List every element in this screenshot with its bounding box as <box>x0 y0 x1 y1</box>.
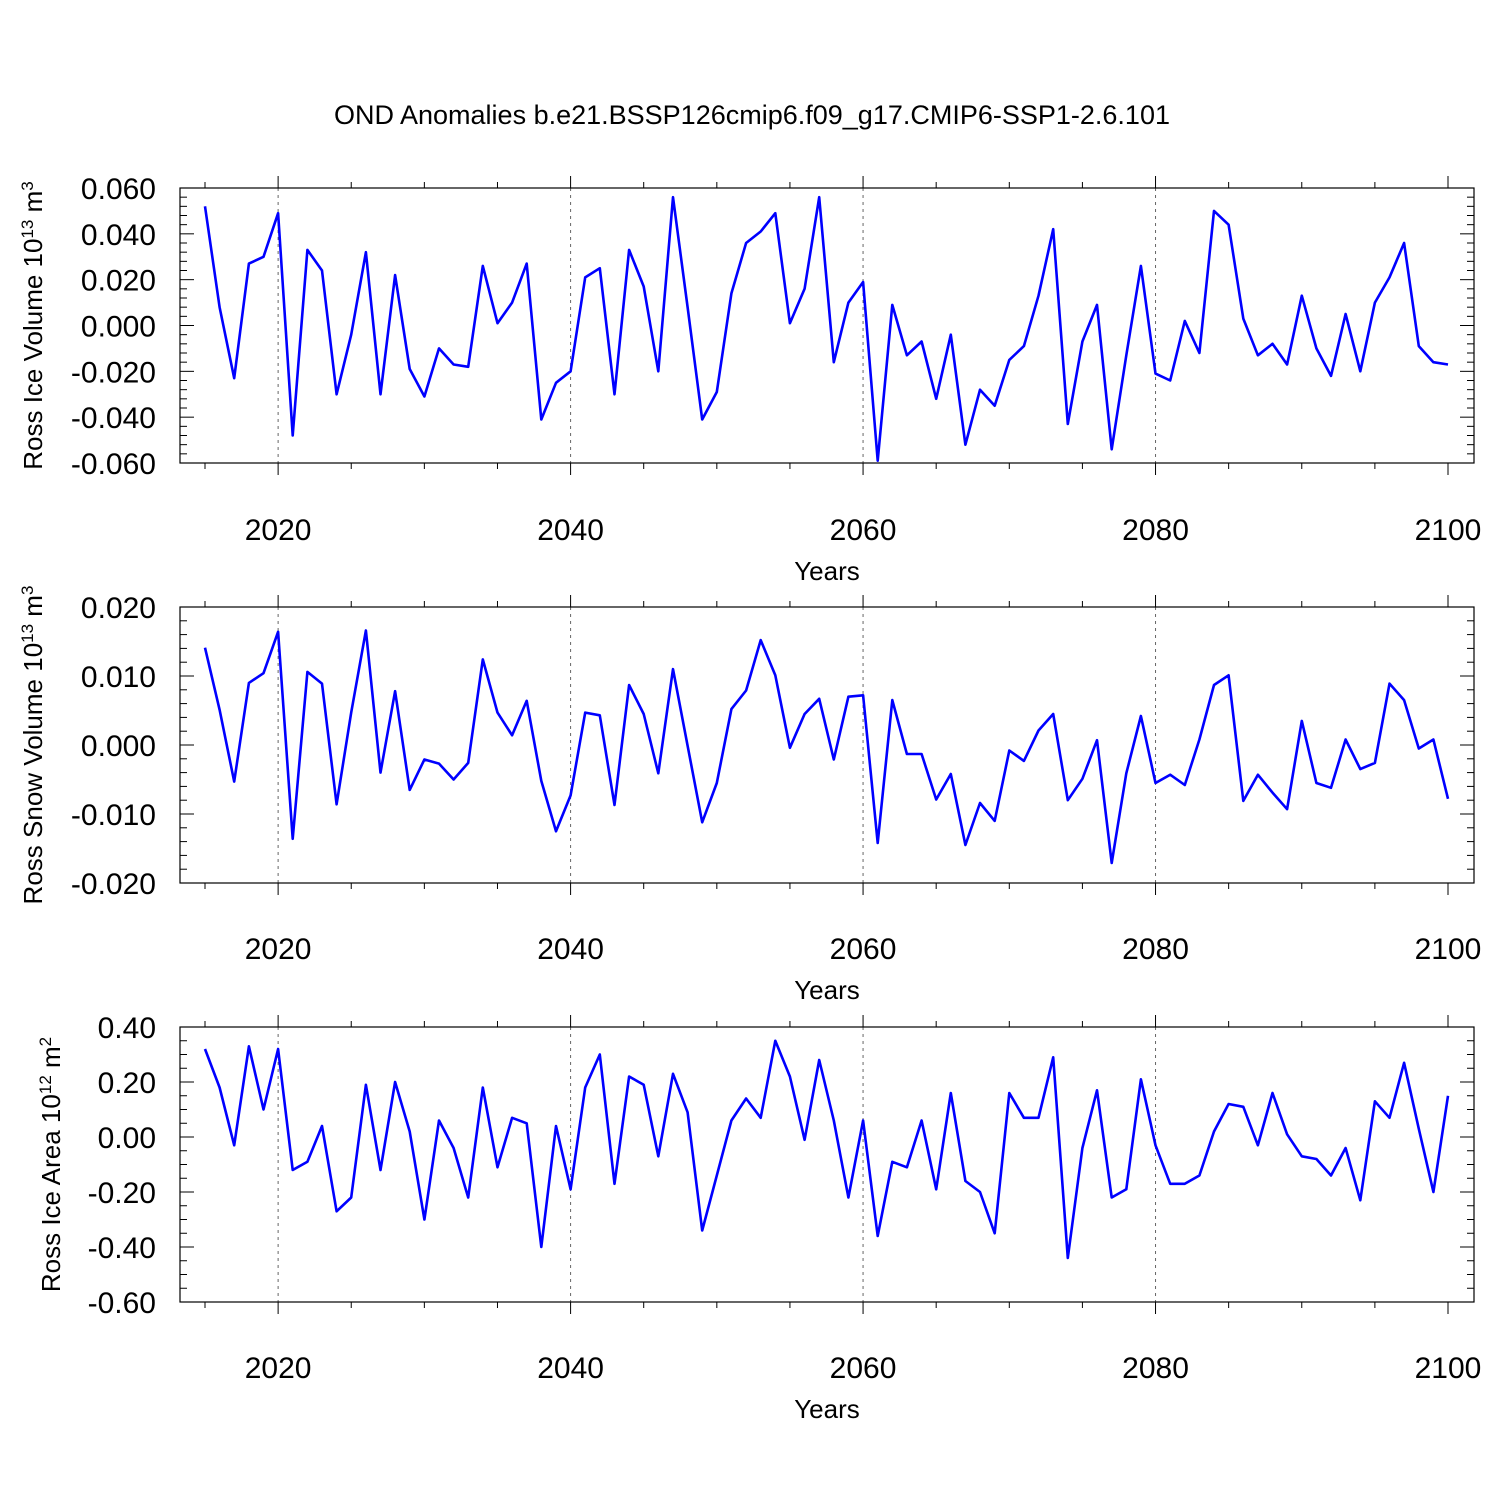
y-tick-label: 0.010 <box>81 661 156 694</box>
y-tick-label: 0.020 <box>81 265 156 298</box>
x-tick-label: 2060 <box>830 514 897 547</box>
y-tick-label: 0.020 <box>81 592 156 625</box>
y-tick-label: 0.40 <box>98 1012 156 1045</box>
y-axis-title-part: m <box>18 191 48 220</box>
y-tick-label: -0.20 <box>88 1177 156 1210</box>
y-tick-label: -0.060 <box>71 448 156 481</box>
y-axis-title-part: m <box>36 1046 66 1075</box>
series-line <box>203 629 1450 865</box>
x-tick-label: 2020 <box>245 514 312 547</box>
x-tick-label: 2100 <box>1415 514 1482 547</box>
y-tick-label: -0.020 <box>71 868 156 901</box>
x-tick-label: 2060 <box>830 933 897 966</box>
y-tick-label: 0.000 <box>81 730 156 763</box>
series-line <box>203 195 1449 463</box>
y-axis-title-part: m <box>18 595 48 624</box>
x-tick-label: 2040 <box>537 933 604 966</box>
y-tick-label: 0.00 <box>98 1122 156 1155</box>
x-axis-title: Years <box>794 1394 860 1424</box>
y-tick-label: -0.010 <box>71 799 156 832</box>
x-tick-label: 2060 <box>830 1352 897 1385</box>
y-axis-title-part: Ross Snow Volume 10 <box>18 643 48 905</box>
series-line <box>203 1039 1450 1260</box>
y-tick-label: 0.060 <box>81 173 156 206</box>
y-axis-title-part: Ross Ice Area 10 <box>36 1094 66 1292</box>
y-axis-title: Ross Ice Area 1012 m2 <box>36 1037 67 1292</box>
y-tick-label: 0.000 <box>81 311 156 344</box>
y-tick-label: 0.20 <box>98 1067 156 1100</box>
x-tick-label: 2080 <box>1122 933 1189 966</box>
plot-frame <box>179 606 1475 884</box>
panel-2: -0.020 -0.010 0.000 0.010 0.020 2020 2040 2060 2… <box>18 586 1482 1005</box>
y-axis-title-superscript: 3 <box>18 181 37 190</box>
x-tick-label: 2080 <box>1122 514 1189 547</box>
y-axis-title-superscript: 13 <box>18 624 37 643</box>
x-tick-label: 2020 <box>245 1352 312 1385</box>
x-tick-label: 2080 <box>1122 1352 1189 1385</box>
y-tick-label: -0.040 <box>71 402 156 435</box>
y-axis-title-superscript: 12 <box>36 1075 55 1094</box>
y-axis-title: Ross Snow Volume 1013 m3 <box>18 586 49 905</box>
y-axis-title-part: Ross Ice Volume 10 <box>18 239 48 470</box>
panel-3: -0.60 -0.40 -0.20 0.00 0.20 0.40 2020 2040 2060 2… <box>36 1012 1482 1424</box>
x-axis-title: Years <box>794 556 860 586</box>
y-axis-title-superscript: 3 <box>18 586 37 595</box>
y-tick-label: -0.40 <box>88 1232 156 1265</box>
panel-1: -0.060 -0.040 -0.020 0.000 0.020 0.040 0.060 20… <box>18 173 1482 586</box>
x-axis-title: Years <box>794 975 860 1005</box>
plot-frame <box>179 1026 1475 1303</box>
y-axis-title-superscript: 2 <box>36 1037 55 1046</box>
y-tick-label: -0.020 <box>71 356 156 389</box>
y-tick-label: -0.60 <box>88 1287 156 1320</box>
chart-title: OND Anomalies b.e21.BSSP126cmip6.f09_g17… <box>334 100 1170 130</box>
y-axis-title: Ross Ice Volume 1013 m3 <box>18 181 49 470</box>
x-tick-label: 2100 <box>1415 933 1482 966</box>
x-tick-label: 2040 <box>537 514 604 547</box>
x-tick-label: 2040 <box>537 1352 604 1385</box>
y-tick-label: 0.040 <box>81 219 156 252</box>
x-tick-label: 2100 <box>1415 1352 1482 1385</box>
y-axis-title-superscript: 13 <box>18 220 37 239</box>
x-tick-label: 2020 <box>245 933 312 966</box>
